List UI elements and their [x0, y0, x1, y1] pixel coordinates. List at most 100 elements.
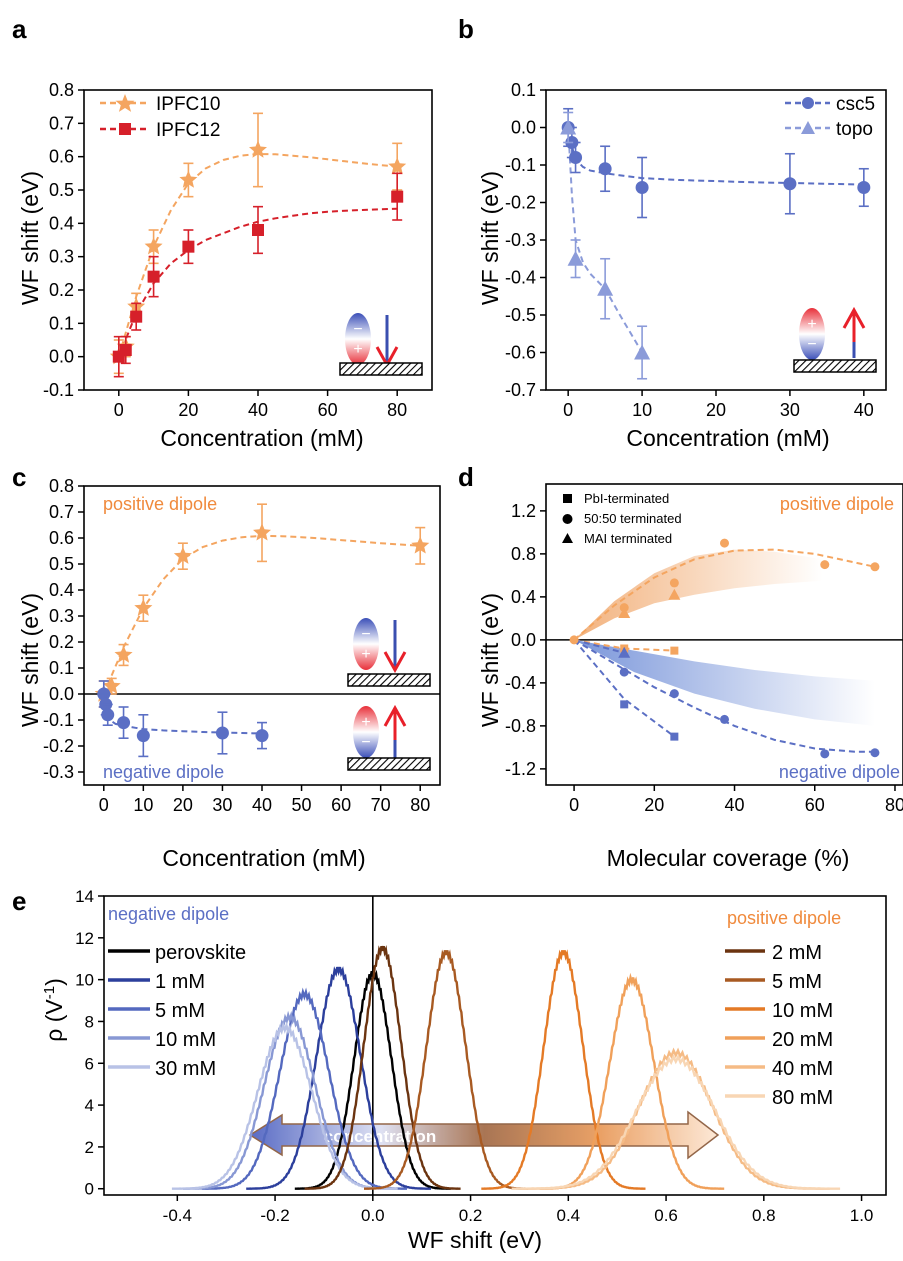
svg-text:+: +	[361, 714, 370, 731]
panel-b-ytick-label-5: -0.2	[505, 193, 536, 213]
panel-e-curve-1	[246, 966, 431, 1190]
panel-c-point-1-6	[255, 729, 269, 743]
svg-text:+: +	[353, 341, 362, 358]
panel-c-ytick-label-1: -0.2	[43, 736, 74, 756]
panel-d-point-0-5	[870, 562, 880, 572]
panel-a-point-1-3	[147, 270, 160, 283]
panel-label-c: c	[12, 462, 26, 492]
panel-d-ytick-label-0: -1.2	[505, 759, 536, 779]
e-legend-text-30mm: 30 mM	[155, 1058, 216, 1080]
panel-a-ytick-label-5: 0.4	[49, 213, 74, 233]
panel-d-xtick-label-2: 40	[725, 795, 745, 815]
panel-d-legend: PbI-terminated 50:50 terminated MAI term…	[562, 491, 682, 546]
panel-a-point-1-4	[182, 240, 195, 253]
e-ylabel-sup: -1	[41, 986, 58, 999]
panel-e-curve-7	[481, 949, 646, 1190]
panel-c-ytick-label-0: -0.3	[43, 762, 74, 782]
panel-e-curve-4	[171, 1021, 398, 1190]
panel-d-xtick-label-0: 0	[569, 795, 579, 815]
panel-a-ytick-label-3: 0.2	[49, 280, 74, 300]
panel-e-ytick-label-4: 8	[85, 1012, 94, 1031]
dipole-up-icon-c: + −	[347, 704, 431, 771]
panel-a-xtick-label-0: 0	[114, 400, 124, 420]
panel-d-point-4-0	[618, 646, 631, 658]
panel-a-legend: IPFC10 IPFC12	[100, 94, 220, 141]
panel-c-ytick-label-8: 0.5	[49, 554, 74, 574]
panel-d-xtick-label-4: 80	[885, 795, 903, 815]
panel-d-positive-dipole-label: positive dipole	[780, 494, 894, 514]
panel-e-ytick-label-7: 14	[75, 887, 94, 906]
panel-c-point-0-3	[134, 598, 153, 616]
legend-triangle-topo	[801, 121, 815, 134]
panel-a-ytick-label-2: 0.1	[49, 313, 74, 333]
panel-c-positive-dipole-label: positive dipole	[103, 494, 217, 514]
panel-e-xtick-label-7: 1.0	[850, 1206, 874, 1225]
panel-d-fit-0	[573, 548, 876, 641]
panel-c-xtick-label-8: 80	[410, 795, 430, 815]
panel-a-point-0-6	[388, 157, 407, 175]
svg-text:−: −	[807, 336, 816, 353]
svg-text:−: −	[353, 321, 362, 338]
panel-c-xtick-label-3: 30	[212, 795, 232, 815]
e-ylabel-main: ρ (V	[41, 999, 67, 1042]
panel-a-ytick-label-1: 0.0	[49, 347, 74, 367]
panel-c-point-1-3	[117, 716, 131, 730]
panel-e-xtick-label-4: 0.4	[556, 1206, 580, 1225]
panel-a-ytick-label-8: 0.7	[49, 113, 74, 133]
svg-text:−: −	[361, 734, 370, 751]
panel-c-ytick-label-5: 0.2	[49, 632, 74, 652]
legend-text-ipfc12: IPFC12	[156, 120, 220, 141]
e-legend-text-80mm: 80 mM	[772, 1087, 833, 1109]
panel-e-curve-8	[539, 972, 725, 1190]
panel-c-point-0-2	[114, 645, 133, 663]
panel-b-fit-0	[567, 127, 864, 186]
panel-label-d: d	[458, 462, 474, 492]
e-legend-text-10mm-pos: 10 mM	[772, 1000, 833, 1022]
panel-e-xtick-label-5: 0.6	[654, 1206, 678, 1225]
panel-d-point-0-4	[820, 560, 830, 570]
panel-d-xtick-label-1: 20	[644, 795, 664, 815]
panel-a-xtick-label-3: 60	[318, 400, 338, 420]
panel-e-curve-6	[364, 949, 529, 1190]
panel-b-point-1-3	[634, 344, 651, 360]
panel-d-point-3-1	[669, 689, 679, 699]
panel-a-point-1-5	[252, 224, 264, 236]
panel-a-ylabel: WF shift (eV)	[17, 171, 43, 305]
legend-square-ipfc12	[119, 123, 131, 135]
panel-d-ytick-label-2: -0.4	[505, 673, 536, 693]
panel-d-ytick-label-4: 0.4	[511, 587, 536, 607]
panel-e-xtick-label-0: -0.4	[163, 1206, 192, 1225]
panel-a-xtick-label-1: 20	[178, 400, 198, 420]
panel-c-point-1-5	[215, 726, 229, 740]
panel-a-point-1-1	[119, 344, 132, 356]
panel-b-point-0-5	[783, 177, 797, 191]
legend-circle-5050	[562, 514, 573, 524]
panel-d-band-0	[574, 549, 823, 640]
panel-d-fit-3	[573, 639, 675, 738]
panel-e-ytick-label-6: 12	[75, 929, 94, 948]
panel-c-ytick-label-2: -0.1	[43, 710, 74, 730]
panel-e-legend-negative: negative dipole perovskite 1 mM 5 mM 10 …	[108, 904, 246, 1080]
legend-text-pbi: PbI-terminated	[584, 491, 669, 506]
panel-c-xtick-label-7: 70	[371, 795, 391, 815]
panel-b-ytick-label-2: -0.5	[505, 305, 536, 325]
panel-b-frame	[545, 89, 887, 391]
panel-d-ytick-label-1: -0.8	[505, 716, 536, 736]
panel-d-frame	[545, 483, 903, 786]
panel-e-frame	[103, 895, 887, 1196]
panel-b-ytick-label-6: -0.1	[505, 155, 536, 175]
panel-b-ytick-label-7: 0.0	[511, 118, 536, 138]
panel-e-curve-5	[304, 945, 461, 1190]
e-positive-dipole-title: positive dipole	[727, 908, 841, 928]
panel-b-xlabel: Concentration (mM)	[626, 425, 829, 451]
legend-text-mai: MAI terminated	[584, 531, 672, 546]
dipole-down-icon: − +	[339, 313, 423, 376]
panel-e-ytick-label-1: 2	[85, 1138, 94, 1157]
panel-d-ylabel: WF shift (eV)	[477, 593, 503, 727]
panel-b-legend: csc5 topo	[785, 94, 875, 140]
panel-a-xtick-label-4: 80	[387, 400, 407, 420]
panel-b-ytick-label-0: -0.7	[505, 380, 536, 400]
panel-e-ytick-label-2: 4	[85, 1096, 94, 1115]
panel-d-ytick-label-5: 0.8	[511, 544, 536, 564]
panel-d-point-0-2	[669, 578, 679, 588]
